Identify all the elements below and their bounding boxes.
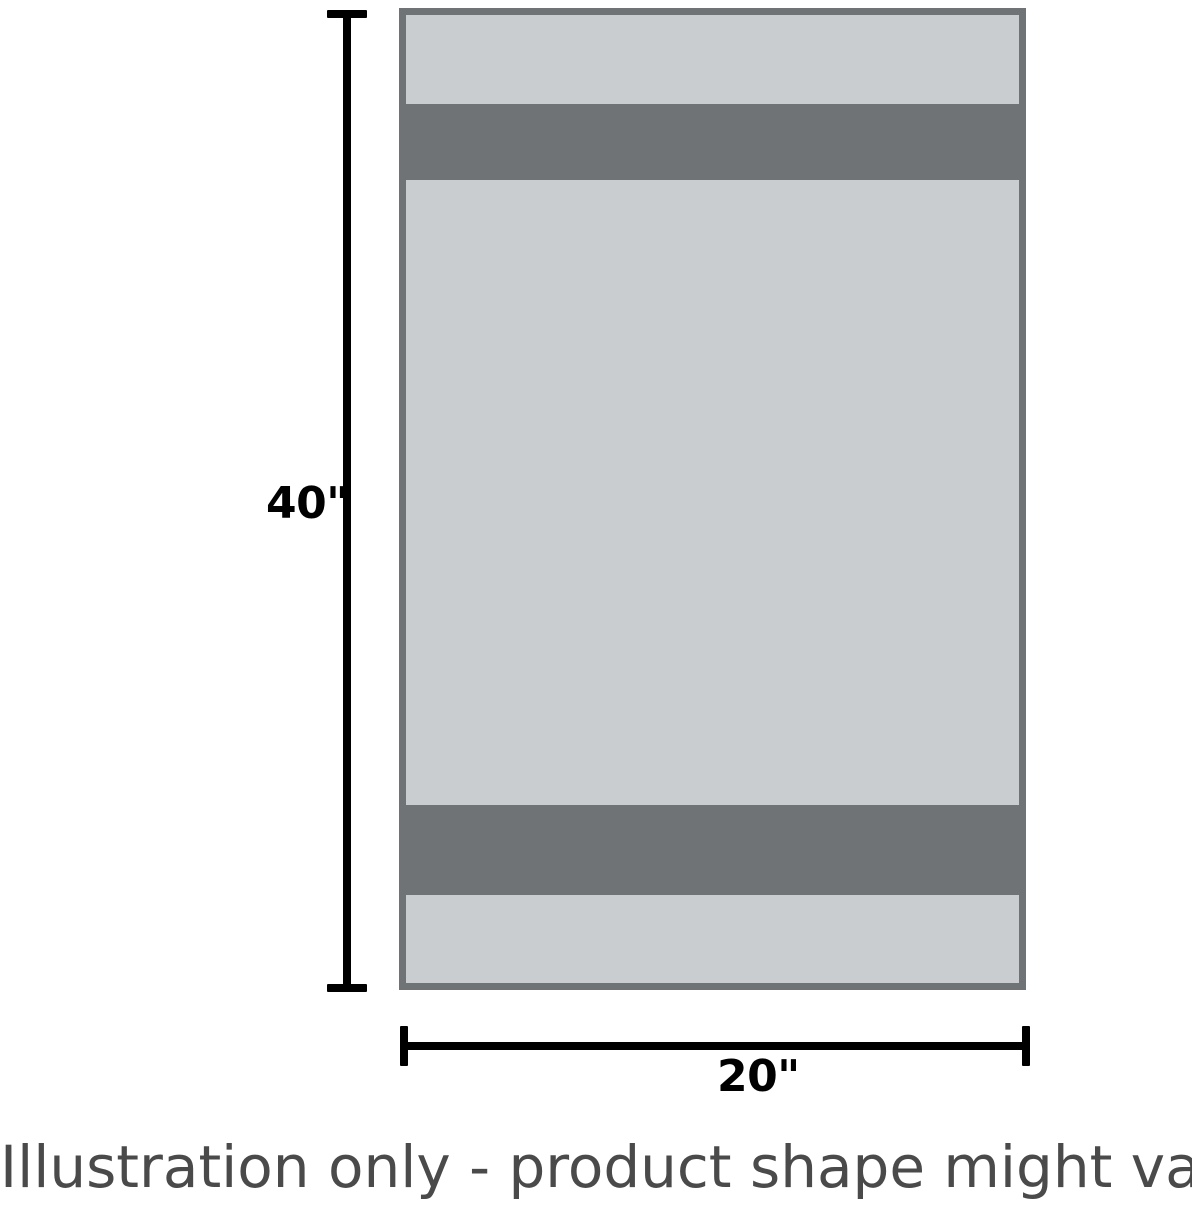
width-left-cap-icon bbox=[400, 1026, 408, 1066]
height-dimension-line bbox=[327, 10, 367, 992]
height-bottom-cap-icon bbox=[327, 984, 367, 992]
product-illustration bbox=[399, 8, 1026, 990]
width-right-cap-icon bbox=[1022, 1026, 1030, 1066]
height-top-cap-icon bbox=[327, 10, 367, 18]
upper-stripe bbox=[406, 104, 1019, 180]
width-label: 20" bbox=[717, 1051, 800, 1102]
width-dimension-line bbox=[400, 1026, 1030, 1066]
height-label: 40" bbox=[266, 478, 349, 529]
illustration-disclaimer-caption: Illustration only - product shape might … bbox=[0, 1133, 1192, 1201]
lower-stripe bbox=[406, 805, 1019, 895]
